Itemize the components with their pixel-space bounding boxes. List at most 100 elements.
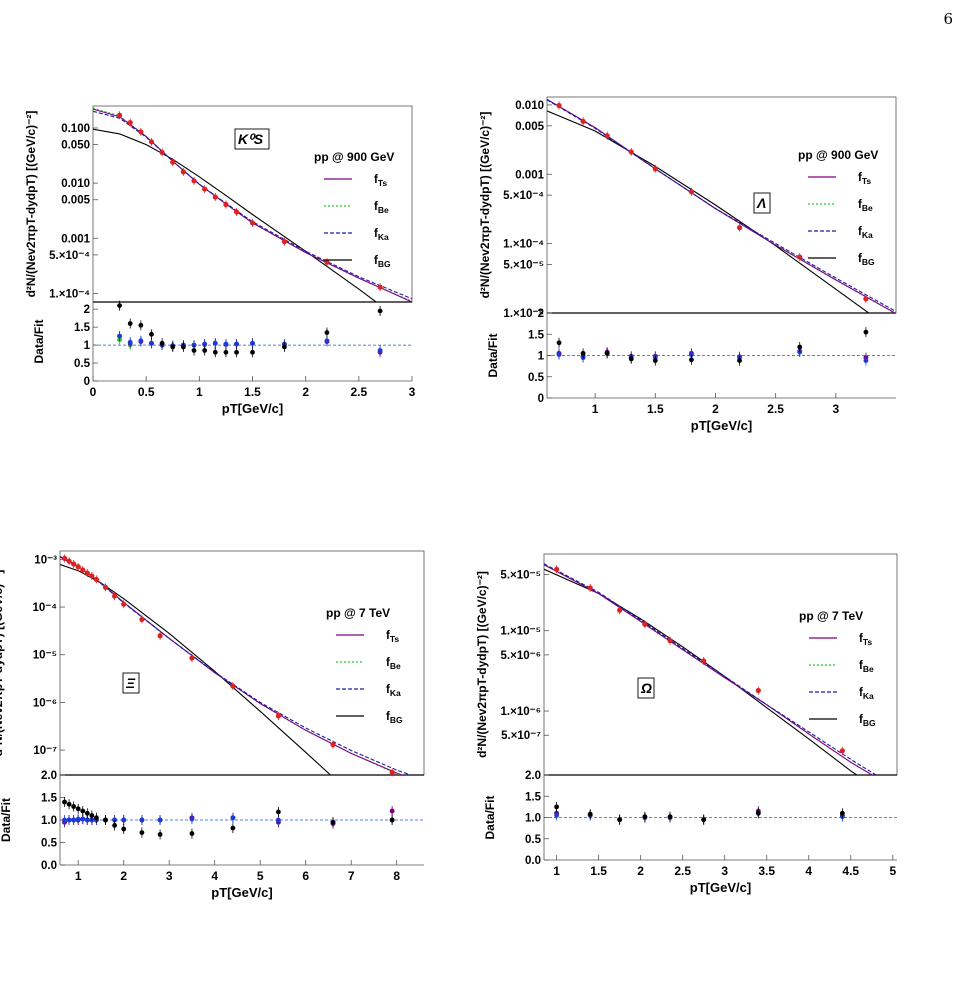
- legend-label: fBG: [859, 714, 876, 728]
- ratio-point-f-ka: [138, 338, 144, 344]
- ratio-tick-label: 0.0: [525, 855, 541, 867]
- x-tick-label: 1.5: [244, 385, 261, 399]
- data-point: [230, 683, 236, 689]
- chart-panel-4: 5.×10⁻⁵ 1.×10⁻⁵ 5.×10⁻⁶ 1.×10⁻⁶ 5.×10⁻⁷ 0.0 0.…: [475, 553, 898, 895]
- ratio-tick-label: 0.5: [528, 372, 545, 384]
- fit-curves: [544, 563, 877, 775]
- ratio-point-f-bg: [377, 308, 383, 314]
- data-point: [112, 593, 118, 599]
- ratio-point-f-bg: [604, 350, 610, 356]
- y-tick-label: 5.×10⁻⁵: [500, 570, 541, 582]
- spectrum-frame: [59, 550, 425, 776]
- x-tick-label: 5: [889, 864, 896, 878]
- data-point: [797, 254, 803, 260]
- ratio-point-f-ka: [556, 352, 562, 358]
- x-tick-label: 2.5: [674, 864, 691, 878]
- ratio-point-f-bg: [138, 322, 144, 328]
- ratio-point-f-bg: [71, 804, 77, 809]
- data-point: [554, 566, 560, 572]
- x-tick-label: 1: [553, 864, 560, 878]
- x-tick-label: 2.5: [350, 385, 367, 399]
- ratio-point-f-bg: [797, 344, 803, 350]
- ratio-point-f-ka: [157, 817, 163, 823]
- legend-label: fBe: [859, 660, 874, 674]
- ratio-tick-label: 1: [538, 351, 545, 363]
- fit-line-f-ka: [547, 99, 896, 312]
- ratio-point-f-ka: [75, 816, 81, 822]
- x-tick-label: 4: [805, 864, 812, 878]
- fit-line-f-ka: [93, 110, 412, 300]
- x-tick-label: 3: [832, 402, 839, 416]
- data-point: [148, 139, 155, 145]
- ratio-point-f-ka: [250, 340, 255, 346]
- x-tick-label: 3: [166, 869, 173, 883]
- y-tick-label: 5.×10⁻⁴: [49, 250, 90, 262]
- spectrum-frame: [543, 553, 898, 776]
- data-point: [102, 584, 109, 590]
- data-point: [617, 607, 623, 613]
- page-number: 6: [943, 10, 953, 28]
- x-tick-label: 2: [302, 385, 309, 399]
- ratio-tick-label: 0.5: [41, 838, 58, 850]
- data-point: [275, 713, 281, 719]
- ratio-point-f-ka: [554, 812, 560, 818]
- y-tick-label: 0.100: [61, 123, 90, 135]
- particle-label-box: [637, 677, 655, 699]
- data-point: [66, 558, 72, 564]
- data-point: [159, 149, 165, 156]
- ratio-point-f-bg: [180, 344, 186, 350]
- particle-label: Λ: [756, 195, 766, 211]
- legend-label: fBG: [386, 711, 403, 725]
- x-tick-label: 1: [75, 869, 82, 883]
- x-tick-label: 6: [302, 869, 309, 883]
- particle-label: Ξ: [125, 675, 136, 691]
- x-tick-label: 5: [257, 869, 264, 883]
- particle-label-box: [234, 128, 270, 150]
- ratio-point-f-bg: [127, 321, 133, 326]
- ratio-point-f-bg: [587, 811, 593, 817]
- y-tick-label: 0.005: [61, 195, 90, 207]
- data-point: [121, 601, 127, 607]
- ratio-point-f-bg: [84, 810, 90, 816]
- ratio-point-f-ka: [149, 340, 154, 346]
- data-point: [75, 564, 81, 570]
- data-point: [61, 555, 68, 561]
- data-point: [233, 209, 240, 215]
- particle-label-box: [122, 672, 140, 694]
- ratio-point-f-bg: [139, 830, 145, 835]
- y-axis-label: d²N/(Nev2πpT-dydpT) [(GeV/c)⁻²]: [0, 570, 5, 757]
- ratio-point-f-bg: [276, 809, 281, 815]
- ratio-tick-label: 2.0: [41, 770, 57, 782]
- ratio-point-f-bg: [94, 815, 99, 821]
- ratio-point-f-bg: [230, 825, 236, 831]
- legend-label: fBG: [858, 253, 875, 267]
- legend-label: fKa: [386, 684, 401, 698]
- data-point: [736, 225, 743, 231]
- data-point: [116, 112, 123, 118]
- ratio-tick-label: 1.5: [528, 329, 545, 341]
- y-tick-label: 0.005: [515, 121, 544, 133]
- ratio-axis-label: Data/Fit: [486, 333, 500, 377]
- legend-label: fTs: [858, 172, 871, 186]
- y-tick-label: 0.010: [515, 100, 544, 112]
- ratio-point-f-ka: [863, 358, 869, 363]
- ratio-point-f-ka: [84, 817, 90, 823]
- ratio-point-f-bg: [324, 330, 330, 335]
- y-tick-label: 10⁻³: [34, 554, 57, 566]
- legend-label: fBe: [858, 199, 873, 213]
- y-tick-label: 5.×10⁻⁶: [501, 650, 541, 662]
- ratio-tick-label: 2: [538, 308, 544, 320]
- data-point: [89, 573, 95, 579]
- ratio-point-f-bg: [62, 799, 67, 805]
- data-point: [642, 621, 648, 627]
- data-point: [377, 284, 383, 290]
- data-point: [556, 102, 562, 109]
- legend-title: pp @ 900 GeV: [798, 148, 878, 162]
- legend-label: fTs: [374, 174, 387, 188]
- ratio-point-f-bg: [75, 806, 81, 812]
- ratio-point-f-bg: [66, 801, 72, 807]
- x-axis-label: pT[GeV/c]: [222, 401, 283, 416]
- y-tick-label: 1.×10⁻⁴: [503, 239, 544, 251]
- chart-panel-2: 0.010 0.005 0.001 5.×10⁻⁴ 1.×10⁻⁴ 5.×10⁻⁵ 1.×1…: [478, 96, 897, 433]
